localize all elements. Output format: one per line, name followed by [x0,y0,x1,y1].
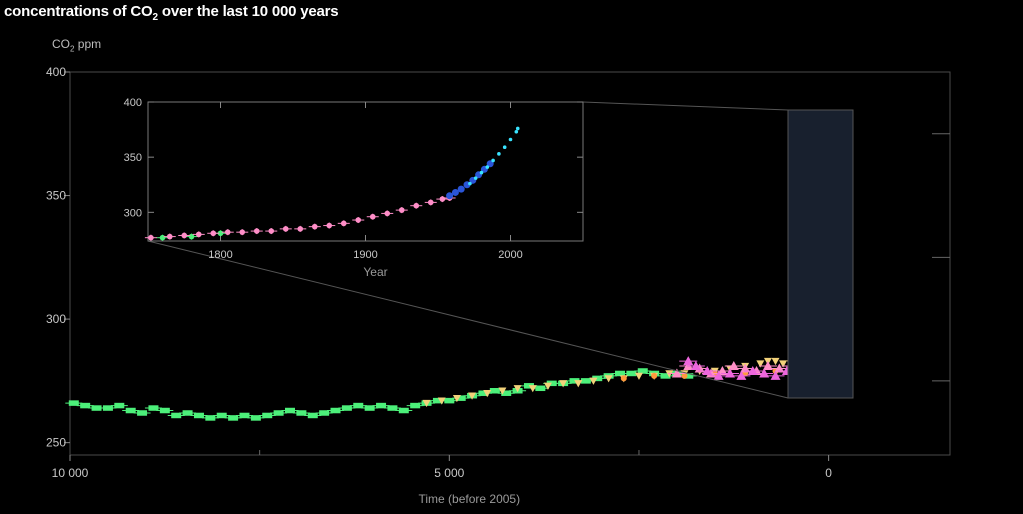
data-point [369,213,376,220]
inset-series-green_series [156,230,227,241]
title-suffix: over the last 10 000 years [157,3,339,20]
main-frame [69,71,951,456]
data-point [452,394,461,403]
x-tick-label: 10 000 [52,466,89,480]
y-axis-label: CO2 ppm [52,37,101,53]
data-point [513,385,522,393]
x-tick-label: 0 [825,466,832,480]
data-point [681,372,688,379]
data-point [446,192,454,200]
data-point [543,382,552,390]
inset-x-tick-label: 1800 [208,249,232,261]
data-point [422,399,431,408]
data-point [589,377,598,385]
data-point [779,360,788,368]
data-point [413,202,420,209]
data-point [297,226,304,232]
y-tick-label: 300 [46,312,66,326]
inset-series-cyan_series [468,126,520,186]
inset-plot: 300 350 400 1800 1900 2000 Year [124,97,584,279]
data-point [502,145,507,150]
title-prefix: concentrations of CO [4,3,153,20]
data-point [195,231,202,238]
data-point [559,380,568,388]
data-point [498,387,507,395]
x-tick-label: 5 000 [434,466,464,480]
data-point [651,372,658,379]
data-point [439,196,446,202]
series-yellow_series [422,357,814,408]
data-point [620,375,627,382]
inset-x-tick-label: 1900 [353,249,377,261]
data-point [268,228,275,234]
data-point [166,233,173,240]
data-point [340,220,347,227]
data-point [224,229,231,235]
inset-x-axis-title: Year [363,265,387,279]
data-point [515,126,520,131]
inset-y-tick-label: 400 [124,97,142,109]
data-point [468,181,472,186]
data-point [468,392,477,400]
data-point [282,226,289,232]
title-subscript: 2 [152,12,159,23]
data-point [326,222,333,229]
data-point [427,199,434,206]
data-point [384,210,391,217]
data-point [483,390,492,398]
y-tick-label: 250 [46,436,66,450]
data-point [485,165,490,169]
recent-highlight-box [147,101,854,399]
y-tick-label: 350 [46,189,66,203]
data-point [491,158,495,163]
data-point [457,185,465,193]
connector-line [147,240,789,399]
data-point [528,385,537,393]
connector-line [582,101,789,111]
inset-y-tick-label: 350 [124,152,142,164]
inset-y-tick-label: 300 [124,207,142,219]
ylabel-subscript: 2 [70,44,75,54]
data-point [473,176,478,180]
data-point [604,375,613,383]
data-point [497,152,501,156]
ylabel-suffix: ppm [74,37,102,51]
data-point [437,397,446,405]
data-point [148,234,154,241]
highlight-box [787,109,854,399]
ylabel-prefix: CO [52,37,70,51]
data-point [634,372,643,380]
data-point [355,217,362,223]
data-point [239,229,246,235]
data-point [159,234,166,241]
y-tick-label: 400 [46,65,66,79]
page-title: concentrations of CO2 over the last 10 0… [4,3,339,23]
data-point [311,223,318,230]
data-point [479,170,484,175]
inset-series-pink_series [144,194,456,241]
inset-x-tick-label: 2000 [498,249,522,261]
data-point [771,357,780,366]
x-axis-title: Time (before 2005) [419,492,521,506]
data-point [451,188,459,196]
data-point [181,232,188,239]
data-point [508,137,513,142]
data-point [398,207,405,213]
data-point [574,380,583,388]
data-point [514,129,519,134]
inset-frame [147,101,584,242]
data-point [253,228,260,234]
data-point [486,160,494,168]
data-point [210,230,217,237]
series-green_series [65,368,697,421]
data-point [756,360,765,368]
